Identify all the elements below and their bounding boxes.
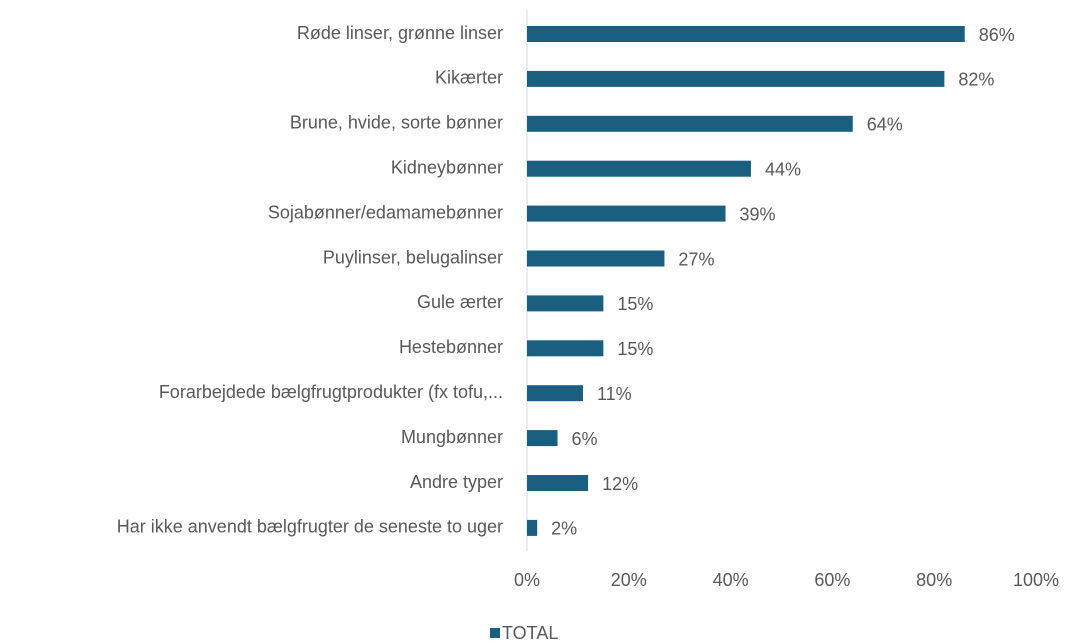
value-label: 44% <box>765 159 801 179</box>
y-tick-label: Andre typer <box>410 472 503 492</box>
x-tick-label: 40% <box>713 570 749 590</box>
y-tick-label: Mungbønner <box>401 427 503 447</box>
x-tick-label: 80% <box>916 570 952 590</box>
value-label: 11% <box>597 384 632 404</box>
value-label: 15% <box>617 294 653 314</box>
bar <box>527 475 589 491</box>
value-label: 64% <box>867 115 903 135</box>
bar <box>527 160 751 177</box>
y-tick-label: Kikærter <box>435 68 503 88</box>
y-tick-label: Kidneybønner <box>391 157 503 177</box>
y-tick-label: Sojabønner/edamamebønner <box>268 202 503 222</box>
y-tick-label: Puylinser, belugalinser <box>323 247 503 267</box>
bar <box>527 70 945 87</box>
bar <box>527 340 604 357</box>
y-tick-label: Forarbejdede bælgfrugtprodukter (fx tofu… <box>159 382 503 402</box>
y-tick-label: Hestebønner <box>399 337 503 357</box>
legend-label: TOTAL <box>502 623 558 643</box>
bar <box>527 519 538 536</box>
value-label: 6% <box>572 429 598 449</box>
bar <box>527 26 965 42</box>
value-label: 12% <box>602 474 638 494</box>
value-label: 39% <box>740 204 776 224</box>
x-tick-label: 60% <box>814 570 850 590</box>
y-tick-label: Brune, hvide, sorte bønner <box>290 113 503 133</box>
y-tick-label: Har ikke anvendt bælgfrugter de seneste … <box>117 517 503 537</box>
value-label: 2% <box>551 519 577 539</box>
bar <box>527 205 726 222</box>
value-label: 86% <box>979 25 1015 45</box>
x-tick-label: 100% <box>1013 570 1059 590</box>
bar <box>527 430 558 447</box>
value-label: 27% <box>678 249 714 269</box>
legend-swatch <box>490 628 500 638</box>
y-tick-label: Gule ærter <box>417 292 503 312</box>
y-tick-label: Røde linser, grønne linser <box>297 23 503 43</box>
bar <box>527 115 853 132</box>
bar <box>527 385 583 402</box>
bar <box>527 295 604 312</box>
value-label: 15% <box>617 339 653 359</box>
x-tick-label: 0% <box>514 570 540 590</box>
value-label: 82% <box>958 70 994 90</box>
bar <box>527 250 665 267</box>
x-tick-label: 20% <box>611 570 647 590</box>
